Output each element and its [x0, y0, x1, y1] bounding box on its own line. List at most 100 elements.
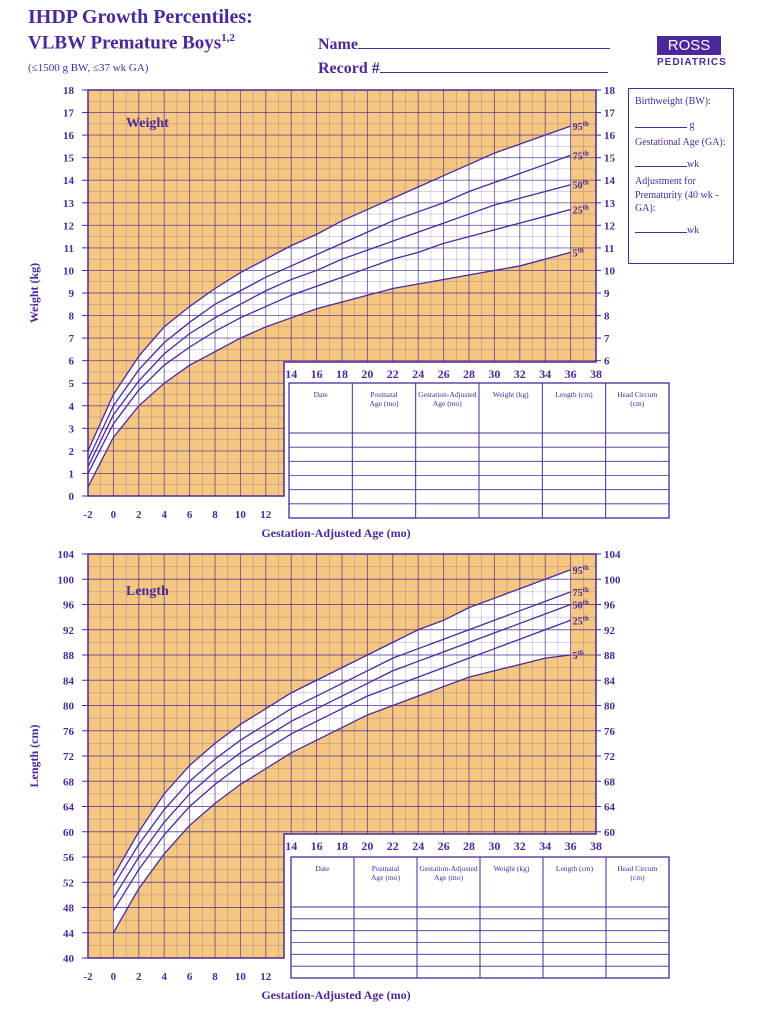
name-field[interactable]: Name: [318, 34, 610, 54]
y-tick-left: 60: [63, 827, 75, 839]
birthweight-label: Birthweight (BW):: [635, 96, 711, 107]
criteria-text: (≤1500 g BW, ≤37 wk GA): [28, 62, 149, 74]
y-tick-left: 0: [69, 491, 75, 503]
table-header-5: (cm): [630, 873, 645, 882]
logo-sub: PEDIATRICS: [657, 57, 727, 68]
x-tick-upper: 30: [488, 839, 500, 853]
length-chart: 95th75th50th25th5th404448525660646872768…: [27, 549, 670, 1002]
y-tick-right: 64: [604, 802, 616, 814]
table-header-1: Postnatal: [372, 864, 400, 873]
x-tick-lower: 10: [235, 971, 247, 983]
y-axis-label: Weight (kg): [27, 263, 41, 323]
subtitle-text: VLBW Premature Boys: [28, 32, 222, 54]
table-header-2: Age (mo): [434, 873, 463, 882]
y-tick-left: 92: [63, 625, 75, 637]
y-tick-left: 10: [63, 265, 75, 277]
x-tick-upper: 34: [539, 839, 551, 853]
y-tick-right: 11: [604, 243, 614, 255]
y-tick-right: 8: [604, 311, 610, 323]
percentile-label-5th: 5th: [573, 246, 584, 259]
y-tick-right: 16: [604, 130, 616, 142]
x-tick-lower: 6: [187, 509, 193, 521]
page-title: IHDP Growth Percentiles:: [28, 6, 253, 28]
y-tick-left: 48: [63, 903, 75, 915]
x-tick-upper: 36: [565, 367, 577, 381]
y-tick-right: 6: [604, 356, 610, 368]
table-header-2: Gestation-Adjusted: [418, 390, 477, 399]
x-tick-lower: 6: [187, 971, 193, 983]
x-tick-upper: 36: [565, 839, 577, 853]
y-tick-left: 15: [63, 153, 75, 165]
birthweight-blank[interactable]: [635, 117, 687, 128]
y-tick-left: 17: [63, 108, 75, 120]
y-tick-right: 96: [604, 600, 616, 612]
x-tick-upper: 18: [336, 367, 348, 381]
y-tick-right: 17: [604, 108, 616, 120]
table-header-0: Date: [315, 864, 330, 873]
y-tick-left: 8: [69, 311, 75, 323]
percentile-line-5th: [112, 654, 571, 934]
patient-info-box: Birthweight (BW): g Gestational Age (GA)…: [628, 88, 734, 264]
x-tick-lower: 4: [161, 509, 167, 521]
y-tick-left: 56: [63, 852, 75, 864]
y-tick-right: 13: [604, 198, 616, 210]
y-tick-left: 84: [63, 675, 75, 687]
chart-title: Weight: [126, 116, 169, 131]
y-tick-left: 104: [58, 549, 75, 561]
y-tick-right: 100: [604, 574, 621, 586]
birthweight-unit: g: [689, 119, 695, 131]
page-subtitle: VLBW Premature Boys1,2: [28, 32, 235, 54]
x-tick-upper: 16: [311, 839, 323, 853]
x-tick-upper: 28: [463, 839, 475, 853]
table-header-2: Gestation-Adjusted: [419, 864, 478, 873]
y-tick-left: 40: [63, 953, 75, 965]
y-tick-left: 52: [63, 877, 75, 889]
table-header-4: Length (cm): [555, 390, 593, 399]
percentile-line-5th: [87, 251, 571, 488]
record-line[interactable]: [379, 58, 608, 73]
adjust-label: Adjustment for Prematurity (40 wk - GA):: [635, 176, 719, 214]
y-tick-right: 92: [604, 625, 616, 637]
y-tick-left: 11: [64, 243, 74, 255]
table-header-2: Age (mo): [433, 399, 462, 408]
table-header-4: Length (cm): [556, 864, 594, 873]
table-header-1: Age (mo): [371, 873, 400, 882]
table-header-5: (cm): [630, 399, 645, 408]
y-tick-right: 76: [604, 726, 616, 738]
y-tick-left: 18: [63, 85, 75, 97]
x-tick-upper: 38: [590, 839, 602, 853]
y-tick-left: 64: [63, 802, 75, 814]
x-tick-upper: 22: [387, 367, 399, 381]
adjust-unit: wk: [687, 224, 700, 236]
ga-unit: wk: [687, 158, 700, 170]
x-tick-upper: 32: [514, 367, 526, 381]
x-tick-lower: 4: [161, 971, 167, 983]
x-tick-upper: 14: [285, 839, 297, 853]
y-tick-left: 68: [63, 776, 75, 788]
y-tick-right: 18: [604, 85, 616, 97]
x-tick-lower: 8: [212, 509, 218, 521]
ross-logo: ROSS PEDIATRICS: [657, 36, 727, 68]
record-label: Record #: [318, 60, 380, 77]
x-axis-label: Gestation-Adjusted Age (mo): [261, 526, 410, 540]
x-tick-upper: 26: [438, 839, 450, 853]
y-tick-right: 15: [604, 153, 616, 165]
ga-blank[interactable]: [635, 156, 687, 167]
y-tick-left: 13: [63, 198, 75, 210]
x-tick-upper: 24: [412, 367, 424, 381]
x-tick-upper: 22: [387, 839, 399, 853]
x-tick-upper: 26: [438, 367, 450, 381]
x-tick-lower: 0: [111, 971, 117, 983]
name-line[interactable]: [357, 34, 610, 49]
x-axis-label: Gestation-Adjusted Age (mo): [261, 988, 410, 1002]
percentile-line-75th: [87, 154, 571, 461]
table-header-5: Head Circum: [617, 864, 657, 873]
x-tick-lower: 12: [260, 971, 272, 983]
x-tick-upper: 30: [488, 367, 500, 381]
adjust-blank[interactable]: [635, 222, 687, 233]
record-field[interactable]: Record #: [318, 58, 608, 78]
y-tick-right: 104: [604, 549, 621, 561]
y-tick-left: 4: [69, 401, 75, 413]
x-tick-upper: 38: [590, 367, 602, 381]
y-tick-left: 76: [63, 726, 75, 738]
